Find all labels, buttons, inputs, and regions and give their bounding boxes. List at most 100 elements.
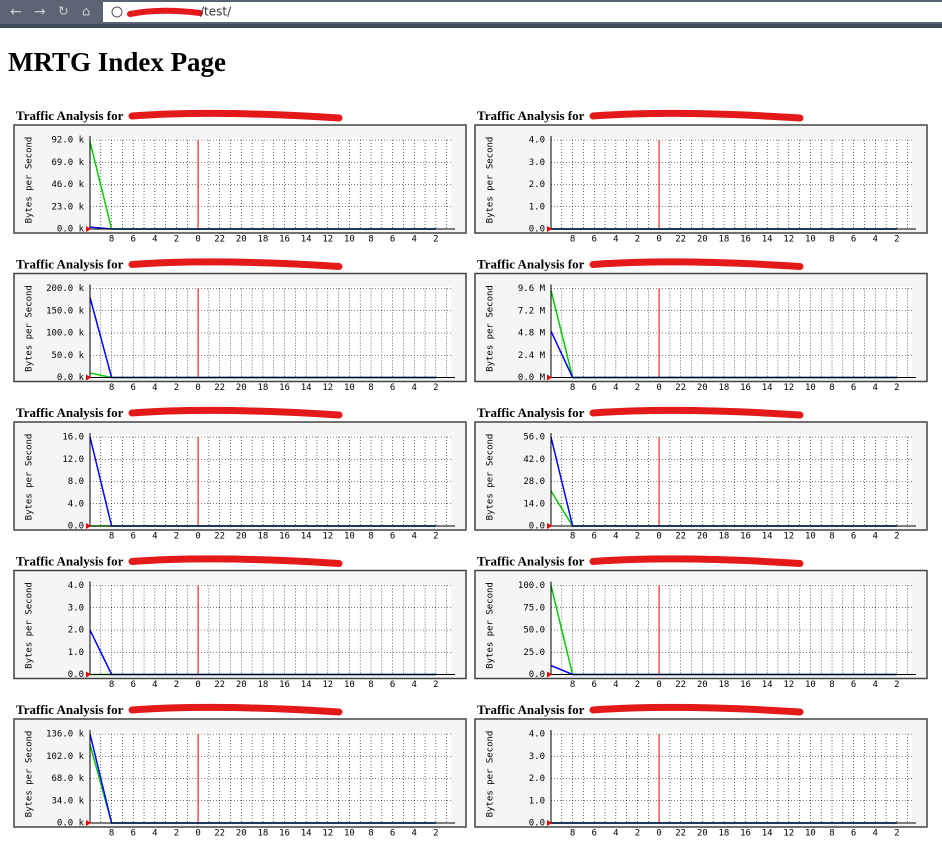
chart-title: Traffic Analysis for — [16, 553, 124, 568]
y-axis-label: Bytes per Second — [486, 285, 496, 372]
x-tick-label: 2 — [174, 680, 179, 690]
y-tick-label: 50.0 — [523, 626, 545, 636]
x-tick-label: 22 — [675, 235, 686, 245]
x-tick-label: 2 — [174, 829, 179, 839]
x-tick-label: 18 — [719, 829, 730, 839]
x-tick-label: 6 — [592, 532, 597, 542]
plot-area — [90, 286, 451, 378]
back-button[interactable]: ← — [10, 4, 22, 20]
y-axis-label: Bytes per Second — [486, 731, 496, 818]
x-tick-label: 6 — [131, 532, 136, 542]
x-tick-label: 22 — [214, 680, 225, 690]
x-tick-label: 6 — [390, 680, 395, 690]
address-bar[interactable] — [103, 2, 942, 22]
x-tick-label: 6 — [851, 235, 856, 245]
x-tick-label: 4 — [412, 235, 417, 245]
x-tick-label: 4 — [412, 829, 417, 839]
y-tick-label: 0.0 k — [57, 373, 85, 383]
x-tick-label: 8 — [570, 680, 575, 690]
y-tick-label: 4.0 — [529, 136, 545, 146]
x-tick-label: 14 — [762, 680, 773, 690]
origin-arrow — [86, 226, 91, 232]
x-tick-label: 12 — [783, 829, 794, 839]
chart-title: Traffic Analysis for — [477, 256, 585, 271]
x-tick-label: 2 — [174, 532, 179, 542]
x-tick-label: 16 — [740, 235, 751, 245]
x-tick-label: 22 — [675, 680, 686, 690]
y-tick-label: 102.0 k — [46, 752, 85, 762]
info-icon[interactable] — [111, 6, 123, 18]
x-tick-label: 20 — [697, 383, 708, 393]
reload-button[interactable]: ↻ — [58, 5, 69, 20]
y-tick-label: 100.0 — [518, 581, 545, 591]
x-tick-label: 6 — [592, 829, 597, 839]
forward-button[interactable]: → — [34, 4, 46, 20]
y-tick-label: 4.0 — [68, 499, 84, 509]
plot-area — [551, 286, 912, 378]
x-tick-label: 20 — [697, 829, 708, 839]
x-tick-label: 20 — [697, 235, 708, 245]
y-tick-label: 42.0 — [523, 455, 545, 465]
x-tick-label: 4 — [873, 383, 878, 393]
home-button[interactable]: ⌂ — [82, 5, 90, 20]
x-tick-label: 18 — [258, 532, 269, 542]
y-tick-label: 4.0 — [529, 730, 545, 740]
x-tick-label: 12 — [322, 680, 333, 690]
x-tick-label: 8 — [368, 532, 373, 542]
plot-area — [551, 732, 912, 823]
x-tick-label: 2 — [894, 383, 899, 393]
x-tick-label: 4 — [412, 383, 417, 393]
x-tick-label: 14 — [301, 532, 312, 542]
x-tick-label: 22 — [675, 383, 686, 393]
origin-arrow — [547, 226, 552, 232]
y-tick-label: 14.0 — [523, 499, 545, 509]
x-tick-label: 22 — [214, 532, 225, 542]
y-tick-label: 4.0 — [68, 581, 84, 591]
y-axis-label: Bytes per Second — [25, 731, 35, 818]
redaction — [128, 406, 343, 419]
x-tick-label: 18 — [719, 680, 730, 690]
y-tick-label: 68.0 k — [51, 774, 84, 784]
x-tick-label: 18 — [719, 235, 730, 245]
x-tick-label: 8 — [368, 829, 373, 839]
y-tick-label: 28.0 — [523, 477, 545, 487]
x-tick-label: 0 — [656, 532, 661, 542]
y-axis-label: Bytes per Second — [25, 137, 35, 224]
x-tick-label: 8 — [570, 532, 575, 542]
x-tick-label: 0 — [195, 383, 200, 393]
x-tick-label: 10 — [805, 829, 816, 839]
x-tick-label: 6 — [851, 383, 856, 393]
plot-area — [551, 583, 912, 675]
x-tick-label: 4 — [613, 532, 618, 542]
y-tick-label: 0.0 k — [57, 225, 85, 235]
x-tick-label: 12 — [322, 829, 333, 839]
x-tick-label: 20 — [697, 680, 708, 690]
y-tick-label: 34.0 k — [51, 796, 84, 806]
x-tick-label: 6 — [851, 829, 856, 839]
x-tick-label: 4 — [873, 235, 878, 245]
x-tick-label: 16 — [740, 532, 751, 542]
x-tick-label: 8 — [109, 235, 114, 245]
redaction — [589, 703, 804, 716]
chart-title: Traffic Analysis for — [477, 108, 585, 123]
x-tick-label: 20 — [697, 532, 708, 542]
y-tick-label: 136.0 k — [46, 730, 85, 740]
chart-title: Traffic Analysis for — [16, 256, 124, 271]
x-tick-label: 4 — [613, 235, 618, 245]
x-tick-label: 4 — [152, 235, 157, 245]
x-tick-label: 8 — [829, 235, 834, 245]
x-tick-label: 18 — [258, 235, 269, 245]
y-tick-label: 92.0 k — [51, 136, 84, 146]
x-tick-label: 0 — [656, 235, 661, 245]
x-tick-label: 4 — [152, 829, 157, 839]
y-axis-label: Bytes per Second — [25, 582, 35, 669]
x-tick-label: 4 — [613, 829, 618, 839]
x-tick-label: 16 — [279, 680, 290, 690]
x-tick-label: 4 — [613, 383, 618, 393]
origin-arrow — [547, 523, 552, 529]
x-tick-label: 14 — [762, 532, 773, 542]
y-tick-label: 0.0 M — [518, 373, 546, 383]
origin-arrow — [86, 523, 91, 529]
redaction — [589, 555, 804, 567]
y-tick-label: 75.0 — [523, 603, 545, 613]
